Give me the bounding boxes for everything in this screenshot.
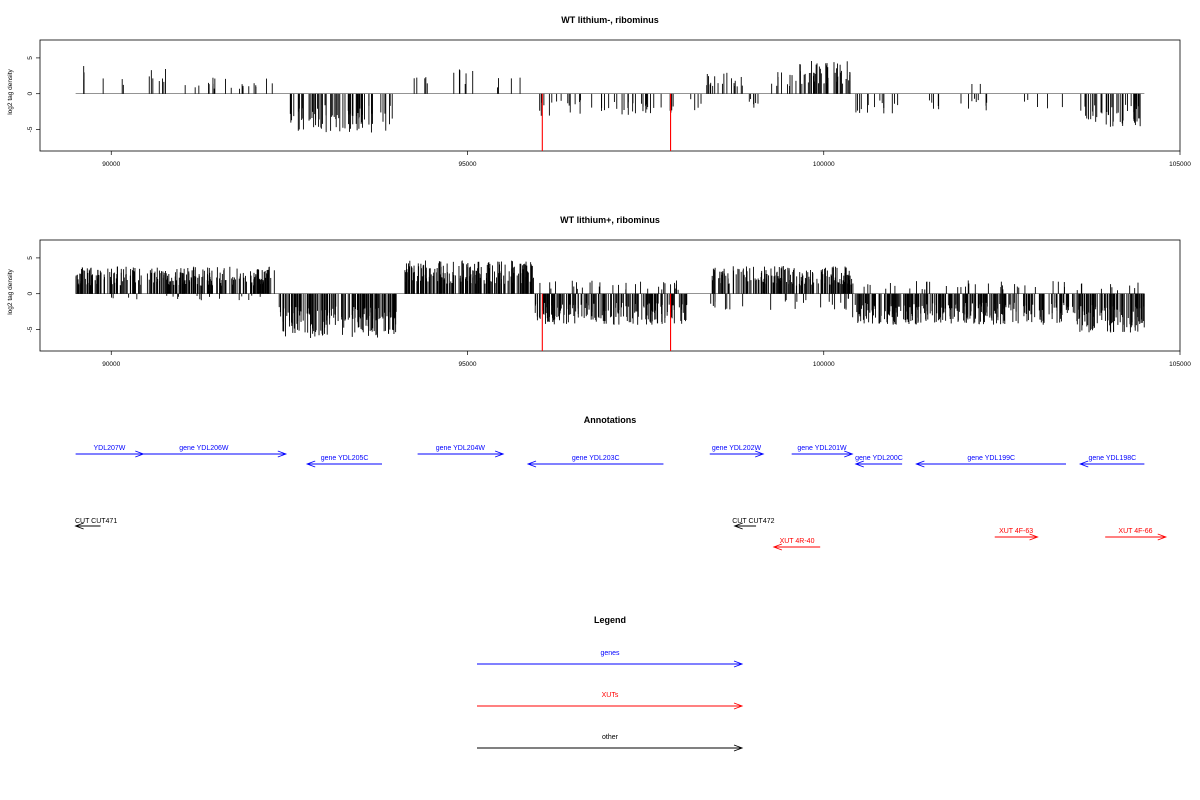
y-axis-label: log2 tag density	[7, 268, 14, 314]
annotations-track: Annotations YDL207W gene YDL206W gene YDL2…	[74, 415, 1168, 551]
plot-frame	[39, 239, 1181, 352]
other-feature-label: CUT CUT471	[75, 518, 117, 525]
other-feature-arrow-head	[74, 522, 84, 530]
gene-arrow-head	[844, 450, 854, 458]
gene-arrow-head	[526, 460, 537, 468]
track-panel-lithium-minus: WT lithium-, ribominus log2 tag density …	[7, 15, 1191, 168]
xut-label: XUT 4F-63	[999, 528, 1033, 535]
gene-arrow-head	[755, 450, 765, 458]
y-tick-label: 0	[27, 292, 34, 296]
signal-bars	[75, 60, 1145, 151]
gene-label: gene YDL198C	[1088, 455, 1136, 462]
axis-ticks: 90000 95000 100000 105000 -5 0 5	[27, 56, 1191, 168]
gene-label: gene YDL201W	[797, 445, 847, 452]
gene-label: gene YDL206W	[179, 445, 229, 452]
legend-other-label: other	[602, 734, 619, 741]
gene-arrow-head	[1078, 460, 1089, 468]
legend-other-arrow-head	[733, 744, 744, 752]
gene-arrow-head	[305, 460, 316, 468]
signal-bars	[75, 260, 1145, 351]
x-tick-label: 90000	[102, 361, 120, 368]
x-tick-label: 95000	[458, 361, 476, 368]
gene-label: gene YDL202W	[712, 445, 762, 452]
x-tick-label: 100000	[813, 361, 835, 368]
gene-arrow-head	[277, 450, 288, 458]
annotation-features: YDL207W gene YDL206W gene YDL205C gene YDL2…	[74, 445, 1168, 551]
y-tick-label: 0	[27, 92, 34, 96]
x-tick-label: 105000	[1169, 361, 1191, 368]
legend-items: genes XUTs other	[477, 650, 744, 752]
y-tick-label: -5	[27, 326, 34, 332]
x-tick-label: 90000	[102, 161, 120, 168]
gene-label: gene YDL199C	[967, 455, 1015, 462]
gene-arrow-head	[494, 450, 505, 458]
legend-genes-label: genes	[600, 650, 620, 657]
gene-label: YDL207W	[94, 445, 126, 452]
gene-arrow-head	[854, 460, 864, 468]
track-panel-lithium-plus: WT lithium+, ribominus log2 tag density …	[7, 215, 1191, 368]
gene-label: gene YDL203C	[572, 455, 620, 462]
y-tick-label: -5	[27, 126, 34, 132]
x-tick-label: 95000	[458, 161, 476, 168]
y-axis-label: log2 tag density	[7, 68, 14, 114]
xut-label: XUT 4F-66	[1118, 528, 1152, 535]
legend-title: Legend	[594, 615, 626, 625]
x-tick-label: 100000	[813, 161, 835, 168]
xut-arrow-head	[1029, 533, 1039, 541]
y-tick-label: 5	[27, 56, 34, 60]
xut-arrow-head	[1157, 533, 1168, 541]
xut-arrow-head	[772, 543, 783, 551]
xut-label: XUT 4R-40	[780, 538, 815, 545]
x-tick-label: 105000	[1169, 161, 1191, 168]
legend-genes-arrow-head	[733, 660, 744, 668]
panel-title: WT lithium+, ribominus	[560, 215, 660, 225]
legend: Legend genes XUTs other	[477, 615, 744, 752]
gene-label: gene YDL200C	[855, 455, 903, 462]
axis-ticks: 90000 95000 100000 105000 -5 0 5	[27, 256, 1191, 368]
other-feature-label: CUT CUT472	[732, 518, 774, 525]
panel-title: WT lithium-, ribominus	[561, 15, 659, 25]
gene-label: gene YDL204W	[436, 445, 486, 452]
gene-arrow-head	[915, 460, 925, 468]
y-tick-label: 5	[27, 256, 34, 260]
annotations-title: Annotations	[584, 415, 637, 425]
legend-xuts-arrow-head	[733, 702, 744, 710]
legend-xuts-label: XUTs	[602, 692, 619, 699]
gene-label: gene YDL205C	[321, 455, 369, 462]
other-feature-arrow-head	[733, 522, 743, 530]
plot-frame	[39, 39, 1181, 152]
